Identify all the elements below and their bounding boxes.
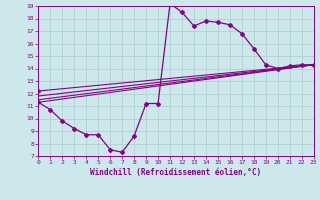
X-axis label: Windchill (Refroidissement éolien,°C): Windchill (Refroidissement éolien,°C) [91, 168, 261, 177]
